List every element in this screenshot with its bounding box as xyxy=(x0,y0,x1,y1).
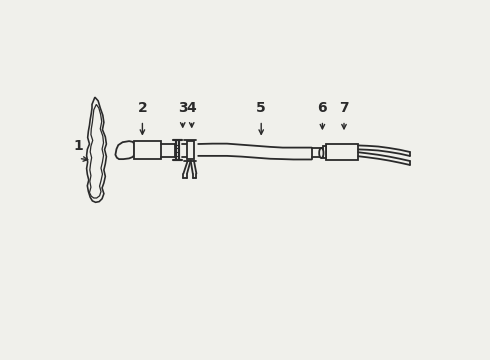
Polygon shape xyxy=(134,141,162,159)
Text: 2: 2 xyxy=(138,101,147,115)
Ellipse shape xyxy=(319,148,323,158)
Polygon shape xyxy=(326,144,358,160)
Polygon shape xyxy=(323,146,326,158)
Polygon shape xyxy=(116,141,134,159)
Polygon shape xyxy=(87,97,106,202)
Text: 1: 1 xyxy=(74,139,84,153)
Text: 3: 3 xyxy=(178,101,188,115)
Text: 7: 7 xyxy=(339,101,349,115)
Text: 5: 5 xyxy=(256,101,266,115)
Text: 4: 4 xyxy=(187,101,196,115)
Polygon shape xyxy=(90,104,103,198)
Text: 6: 6 xyxy=(318,101,327,115)
Polygon shape xyxy=(187,141,194,159)
